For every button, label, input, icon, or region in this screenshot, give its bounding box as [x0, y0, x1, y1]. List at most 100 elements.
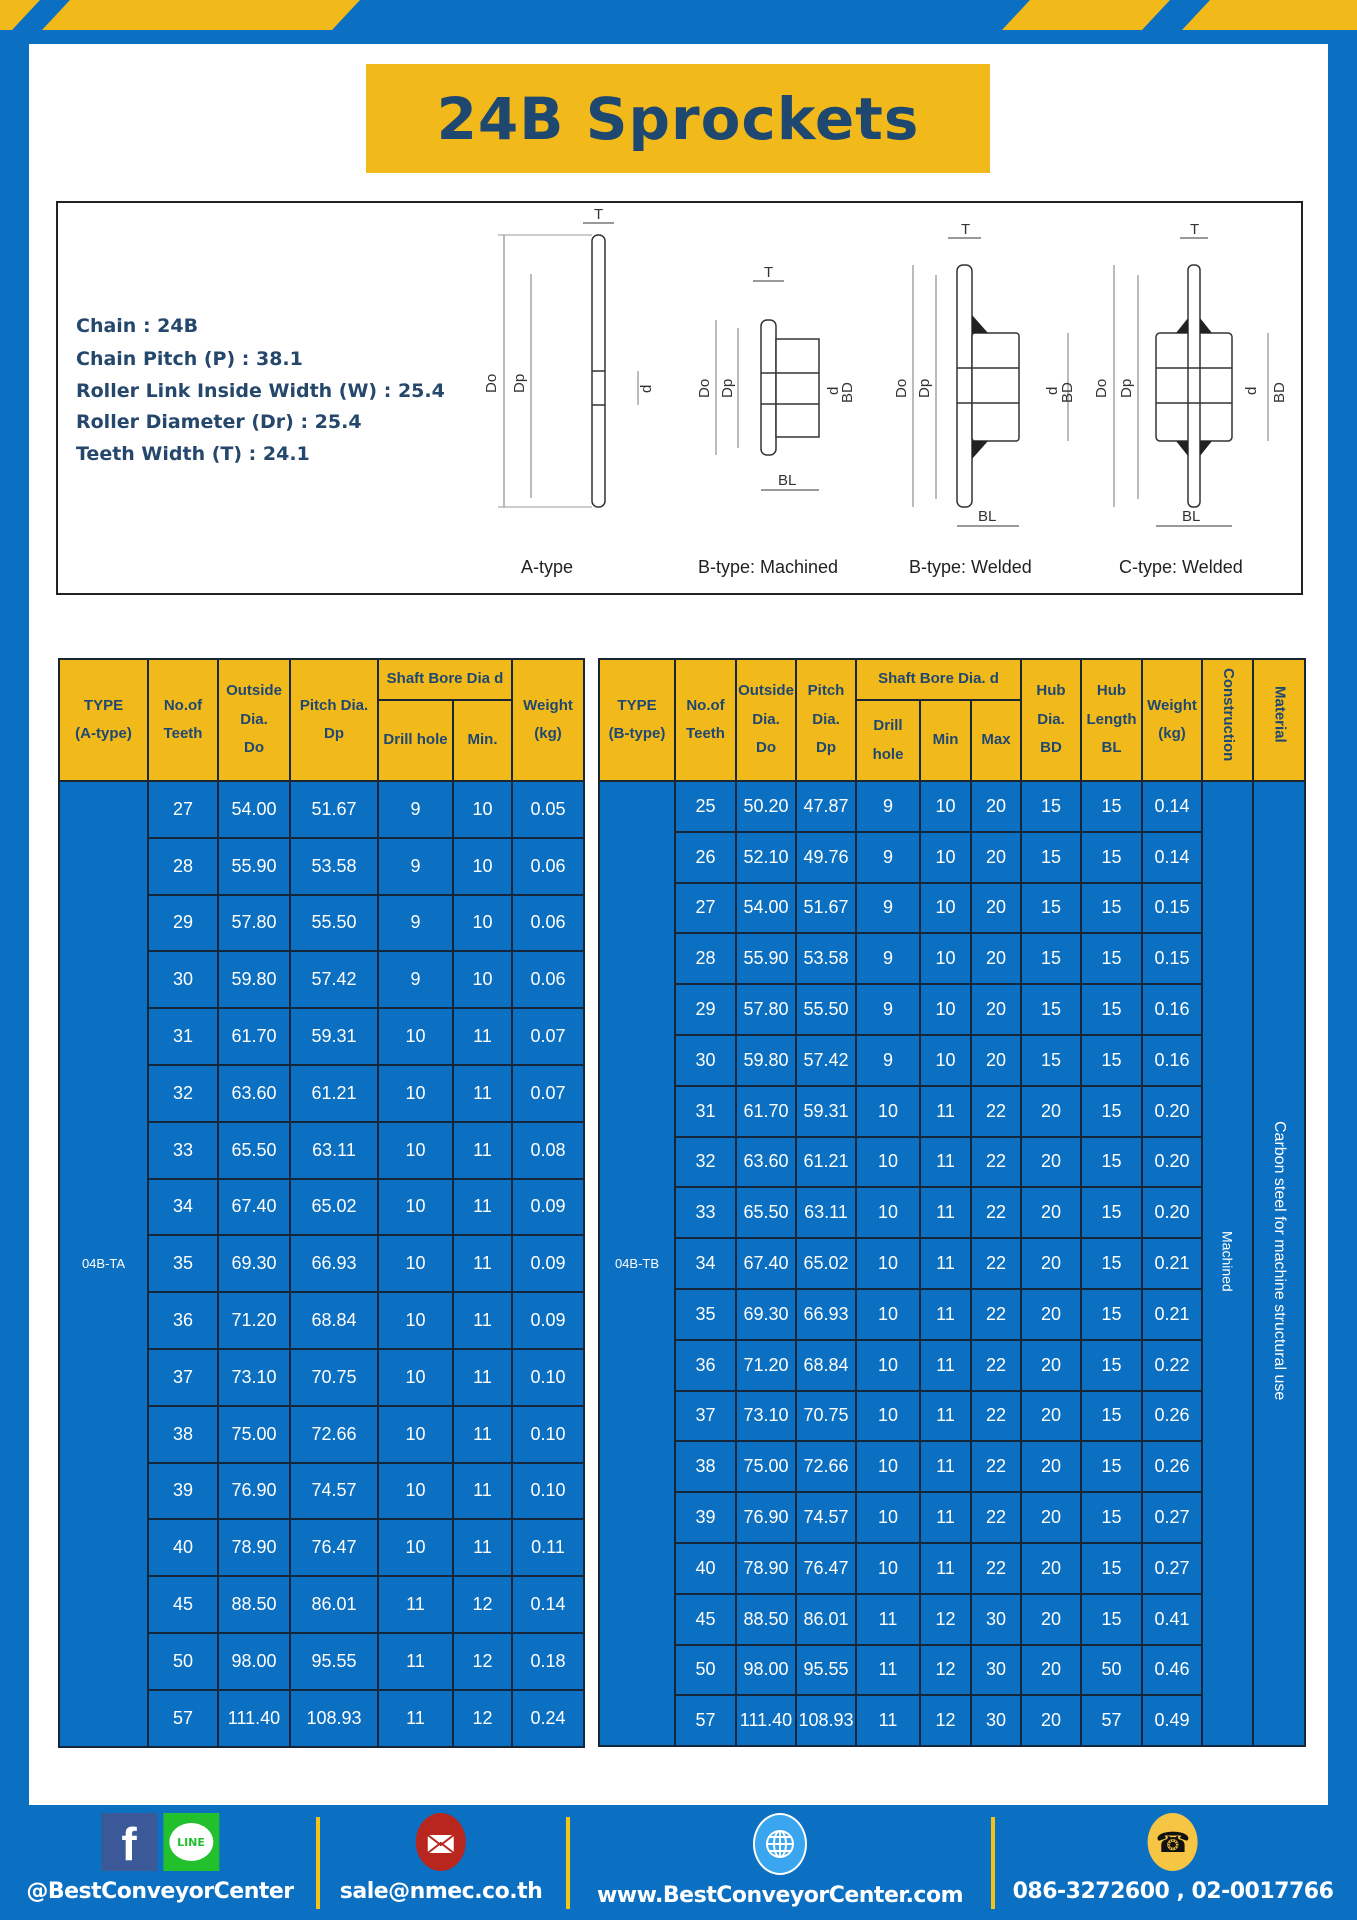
cell-outside-dia: 65.50 [217, 1120, 291, 1180]
cell-hub-dia: 20 [1020, 1237, 1082, 1290]
cell-outside-dia: 61.70 [217, 1007, 291, 1066]
cell-outside-dia: 54.00 [217, 780, 291, 839]
cell-pitch-dia: 95.55 [289, 1631, 379, 1691]
table-row: 31 61.70 59.31 10 11 0.07 [59, 1007, 585, 1066]
cell-teeth: 35 [674, 1287, 737, 1341]
cell-drill-hole: 10 [377, 1007, 454, 1066]
cell-drill-hole: 9 [855, 780, 921, 833]
cell-teeth: 30 [147, 950, 219, 1010]
cell-teeth: 37 [147, 1347, 219, 1407]
title-banner: 24B Sprockets [366, 64, 990, 173]
facebook-icon[interactable]: f [101, 1813, 157, 1871]
dim-bd-c: BD [1271, 382, 1288, 403]
footer-phone[interactable]: ☎ 086-3272600 , 02-0017766 [1013, 1813, 1334, 1904]
table-row: 35 69.30 66.93 10 11 0.09 [59, 1234, 585, 1294]
cell-hub-dia: 20 [1020, 1643, 1082, 1697]
cell-teeth: 38 [147, 1404, 219, 1464]
cell-drill-hole: 11 [377, 1688, 454, 1748]
cell-weight: 0.05 [511, 780, 585, 839]
cell-outside-dia: 76.90 [735, 1491, 797, 1544]
table-row: 50 98.00 95.55 11 12 30 20 50 0.46 [599, 1643, 1305, 1697]
cell-teeth: 30 [674, 1033, 737, 1087]
header-teeth: No.of Teeth [147, 658, 219, 782]
cell-teeth: 34 [674, 1237, 737, 1290]
cell-max-bore: 22 [970, 1338, 1022, 1392]
b-type-machined-drawing [715, 280, 820, 491]
cell-hub-dia: 20 [1020, 1694, 1082, 1748]
cell-min-bore: 12 [452, 1575, 513, 1634]
cell-min-bore: 11 [452, 1347, 513, 1407]
b-type-welded-drawing [912, 237, 1069, 527]
cell-pitch-dia: 74.57 [289, 1461, 379, 1521]
cell-hub-length: 15 [1080, 1287, 1143, 1341]
cell-weight: 0.06 [511, 836, 585, 896]
type-cell: 04B-TA [58, 780, 149, 1748]
line-icon[interactable]: LINE [163, 1813, 219, 1871]
table-row: 30 59.80 57.42 9 10 20 15 15 0.16 [599, 1033, 1305, 1087]
footer: f LINE @BestConveyorCenter sale@nmec.co.… [0, 1805, 1357, 1920]
cell-drill-hole: 11 [377, 1575, 454, 1634]
social-handle[interactable]: @BestConveyorCenter [26, 1879, 294, 1904]
dim-dp-a: Dp [511, 374, 528, 393]
cell-min-bore: 11 [919, 1237, 972, 1290]
cell-drill-hole: 10 [855, 1440, 921, 1494]
cell-hub-length: 50 [1080, 1643, 1143, 1697]
footer-social[interactable]: f LINE @BestConveyorCenter [26, 1813, 294, 1904]
cell-drill-hole: 10 [377, 1461, 454, 1521]
cell-pitch-dia: 86.01 [795, 1592, 857, 1646]
header-outside-dia: Outside Dia. Do [735, 658, 797, 782]
footer-web[interactable]: www.BestConveyorCenter.com [596, 1813, 964, 1908]
cell-hub-length: 15 [1080, 1338, 1143, 1392]
cell-outside-dia: 75.00 [217, 1404, 291, 1464]
cell-pitch-dia: 76.47 [289, 1518, 379, 1578]
cell-weight: 0.21 [1141, 1237, 1203, 1290]
cell-hub-dia: 15 [1020, 830, 1082, 884]
table-row: 57 111.40 108.93 11 12 30 20 57 0.49 [599, 1694, 1305, 1748]
cell-hub-dia: 15 [1020, 1033, 1082, 1087]
cell-min-bore: 10 [919, 830, 972, 884]
cell-max-bore: 20 [970, 881, 1022, 935]
cell-pitch-dia: 51.67 [795, 881, 857, 935]
table-row: 45 88.50 86.01 11 12 0.14 [59, 1575, 585, 1634]
spec-chain: Chain : 24B [76, 315, 199, 337]
cell-teeth: 45 [147, 1575, 219, 1634]
cell-min-bore: 10 [452, 893, 513, 953]
footer-email[interactable]: sale@nmec.co.th [340, 1813, 543, 1904]
cell-hub-length: 15 [1080, 1237, 1143, 1290]
cell-pitch-dia: 61.21 [795, 1135, 857, 1189]
table-row: 28 55.90 53.58 9 10 0.06 [59, 836, 585, 896]
cell-outside-dia: 52.10 [735, 830, 797, 884]
cell-weight: 0.20 [1141, 1135, 1203, 1189]
cell-min-bore: 12 [452, 1631, 513, 1691]
cell-drill-hole: 11 [855, 1592, 921, 1646]
b-type-table: TYPE (B-type) No.of Teeth Outside Dia. Do Pi… [598, 658, 1306, 1748]
footer-divider [991, 1817, 995, 1909]
cell-hub-dia: 20 [1020, 1541, 1082, 1595]
sprocket-diagram: T T T T BL BL BL Do Dp d Do Dp d BD Do D… [483, 206, 1288, 577]
cell-max-bore: 20 [970, 830, 1022, 884]
cell-drill-hole: 10 [855, 1491, 921, 1544]
cell-hub-length: 15 [1080, 780, 1143, 833]
cell-pitch-dia: 51.67 [289, 780, 379, 839]
table-row: 26 52.10 49.76 9 10 20 15 15 0.14 [599, 830, 1305, 884]
cell-max-bore: 20 [970, 780, 1022, 833]
table-row: 40 78.90 76.47 10 11 22 20 15 0.27 [599, 1541, 1305, 1595]
cell-pitch-dia: 95.55 [795, 1643, 857, 1697]
cell-min-bore: 12 [919, 1592, 972, 1646]
cell-outside-dia: 50.20 [735, 780, 797, 833]
table-row: 38 75.00 72.66 10 11 0.10 [59, 1404, 585, 1464]
cell-weight: 0.20 [1141, 1186, 1203, 1240]
email-link[interactable]: sale@nmec.co.th [339, 1879, 543, 1904]
phone-numbers[interactable]: 086-3272600 , 02-0017766 [1012, 1879, 1334, 1904]
cell-outside-dia: 63.60 [735, 1135, 797, 1189]
cell-outside-dia: 55.90 [735, 932, 797, 986]
cell-min-bore: 11 [919, 1186, 972, 1240]
table-row: 39 76.90 74.57 10 11 0.10 [59, 1461, 585, 1521]
dim-d-c: d [1243, 387, 1260, 395]
cell-pitch-dia: 108.93 [289, 1688, 379, 1748]
cell-pitch-dia: 47.87 [795, 780, 857, 833]
dim-bl-c: BL [1182, 508, 1200, 525]
cell-teeth: 32 [147, 1063, 219, 1123]
website-link[interactable]: www.BestConveyorCenter.com [596, 1883, 964, 1908]
cell-drill-hole: 9 [377, 893, 454, 953]
